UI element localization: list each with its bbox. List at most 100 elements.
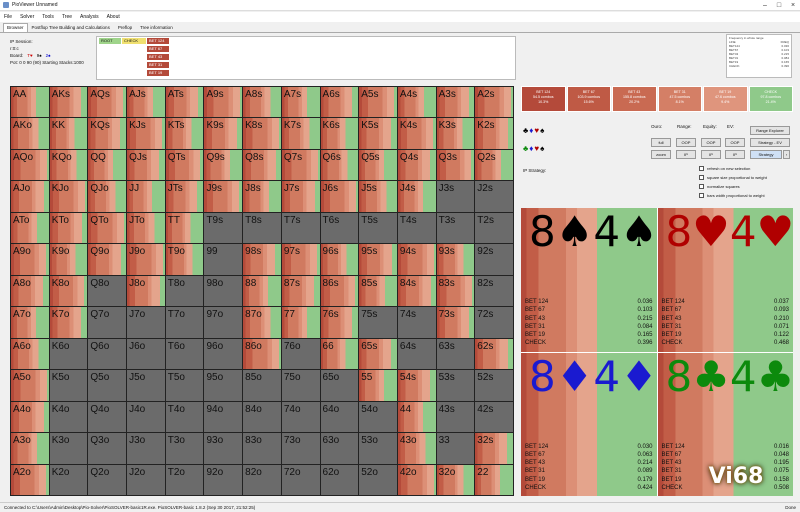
- hand-cell[interactable]: J4s: [397, 181, 436, 212]
- hand-cell[interactable]: T4s: [397, 212, 436, 244]
- combo-card[interactable]: 8♠4♠ BET 124 0.036 BET 67 0.103 BET 43 0.215 BE…: [521, 208, 657, 352]
- full-button[interactable]: full: [651, 138, 671, 147]
- strategy-action-check[interactable]: CHECK 97.8 combos 21.4%: [748, 86, 793, 112]
- hand-cell[interactable]: 99: [204, 244, 243, 275]
- hand-cell[interactable]: K2s: [475, 118, 513, 149]
- hand-cell[interactable]: J3s: [436, 181, 475, 212]
- hand-cell[interactable]: KTs: [165, 118, 204, 149]
- hand-cell[interactable]: J3o: [127, 433, 165, 464]
- hand-cell[interactable]: 64s: [397, 338, 436, 370]
- minimize-icon[interactable]: –: [763, 1, 767, 9]
- hand-cell[interactable]: T2s: [475, 212, 513, 244]
- hand-cell[interactable]: KQs: [88, 118, 127, 149]
- hand-cell[interactable]: QJo: [88, 181, 127, 212]
- hand-cell[interactable]: 74o: [281, 401, 320, 433]
- hand-cell[interactable]: Q9o: [88, 244, 127, 275]
- checkbox-box[interactable]: [699, 184, 704, 189]
- hand-cell[interactable]: 83o: [243, 433, 281, 464]
- hand-cell[interactable]: Q6s: [320, 149, 359, 181]
- hand-cell[interactable]: TT: [165, 212, 204, 244]
- menu-analysis[interactable]: Analysis: [80, 14, 99, 20]
- hand-cell[interactable]: Q8o: [88, 275, 127, 307]
- hand-cell[interactable]: K5o: [49, 370, 88, 401]
- hand-cell[interactable]: 86o: [243, 338, 281, 370]
- equity-oop-button[interactable]: OOP: [701, 138, 721, 147]
- hand-cell[interactable]: 77: [281, 307, 320, 338]
- menu-tree[interactable]: Tree: [61, 14, 73, 20]
- hand-cell[interactable]: 73s: [436, 307, 475, 338]
- hand-cell[interactable]: 82s: [475, 275, 513, 307]
- hand-cell[interactable]: 53s: [436, 370, 475, 401]
- ev-oop-button[interactable]: OOP: [725, 138, 745, 147]
- hand-cell[interactable]: K4o: [49, 401, 88, 433]
- hand-cell[interactable]: A5s: [359, 87, 397, 118]
- menu-tools[interactable]: Tools: [42, 14, 54, 20]
- hand-cell[interactable]: A7o: [11, 307, 49, 338]
- range-ip-button[interactable]: IP: [676, 150, 696, 159]
- hand-cell[interactable]: JJ: [127, 181, 165, 212]
- strategy-action-bet-67[interactable]: BET 67 103.9 combos 15.6%: [566, 86, 611, 112]
- hand-cell[interactable]: 96o: [204, 338, 243, 370]
- hand-cell[interactable]: K4s: [397, 118, 436, 149]
- menu-file[interactable]: File: [4, 14, 13, 20]
- hand-cell[interactable]: 64o: [320, 401, 359, 433]
- hand-cell[interactable]: 72o: [281, 464, 320, 495]
- hand-cell[interactable]: Q3s: [436, 149, 475, 181]
- hand-cell[interactable]: 98o: [204, 275, 243, 307]
- hand-cell[interactable]: Q5s: [359, 149, 397, 181]
- hand-cell[interactable]: 44: [397, 401, 436, 433]
- hand-cell[interactable]: 54s: [397, 370, 436, 401]
- hand-cell[interactable]: ATo: [11, 212, 49, 244]
- hand-cell[interactable]: J4o: [127, 401, 165, 433]
- hand-cell[interactable]: Q9s: [204, 149, 243, 181]
- ev-ip-button[interactable]: IP: [725, 150, 745, 159]
- hand-cell[interactable]: QQ: [88, 149, 127, 181]
- tree-node[interactable]: BET 67: [147, 46, 169, 52]
- hand-cell[interactable]: 53o: [359, 433, 397, 464]
- hand-cell[interactable]: Q4o: [88, 401, 127, 433]
- suit-filter-row[interactable]: ♣♦♥♠: [523, 144, 546, 153]
- hand-cell[interactable]: Q2o: [88, 464, 127, 495]
- hand-cell[interactable]: J7s: [281, 181, 320, 212]
- menu-about[interactable]: About: [106, 14, 120, 20]
- hand-cell[interactable]: K3o: [49, 433, 88, 464]
- hand-cell[interactable]: T5o: [165, 370, 204, 401]
- hand-cell[interactable]: 54o: [359, 401, 397, 433]
- hand-cell[interactable]: 86s: [320, 275, 359, 307]
- hand-cell[interactable]: 83s: [436, 275, 475, 307]
- refresh-checkbox[interactable]: refresh on new selection: [699, 166, 750, 171]
- hand-cell[interactable]: 63o: [320, 433, 359, 464]
- hand-cell[interactable]: KJo: [49, 181, 88, 212]
- hand-cell[interactable]: T9s: [204, 212, 243, 244]
- checkbox-box[interactable]: [699, 193, 704, 198]
- hand-cell[interactable]: T8o: [165, 275, 204, 307]
- hand-cell[interactable]: 43s: [436, 401, 475, 433]
- combo-card[interactable]: 8♦4♦ BET 124 0.030 BET 67 0.063 BET 43 0.214 BE…: [521, 352, 657, 496]
- tab-preflop[interactable]: Preflop: [117, 25, 133, 30]
- hand-cell[interactable]: 85o: [243, 370, 281, 401]
- hand-cell[interactable]: J6s: [320, 181, 359, 212]
- hand-cell[interactable]: 32s: [475, 433, 513, 464]
- tab-tree-information[interactable]: Tree information: [140, 25, 173, 30]
- hand-cell[interactable]: 63s: [436, 338, 475, 370]
- tree-node[interactable]: BET 19: [147, 70, 169, 76]
- hand-cell[interactable]: T7s: [281, 212, 320, 244]
- hand-cell[interactable]: 88: [243, 275, 281, 307]
- hand-cell[interactable]: T8s: [243, 212, 281, 244]
- hand-cell[interactable]: KTo: [49, 212, 88, 244]
- hand-cell[interactable]: 62o: [320, 464, 359, 495]
- hand-cell[interactable]: 94s: [397, 244, 436, 275]
- hand-cell[interactable]: J9o: [127, 244, 165, 275]
- menu-solver[interactable]: Solver: [20, 14, 35, 20]
- strategy-action-bet-19[interactable]: BET 19 47.6 combos 9.4%: [703, 86, 748, 112]
- hand-cell[interactable]: A5o: [11, 370, 49, 401]
- suit-filter-row[interactable]: ♣♦♥♠: [523, 126, 546, 135]
- hand-cell[interactable]: A7s: [281, 87, 320, 118]
- hand-cell[interactable]: AKo: [11, 118, 49, 149]
- hand-cell[interactable]: 87o: [243, 307, 281, 338]
- hand-cell[interactable]: KQo: [49, 149, 88, 181]
- maximize-icon[interactable]: □: [776, 1, 782, 9]
- checkbox-box[interactable]: [699, 175, 704, 180]
- bars-width-checkbox[interactable]: bars width proportional to weight: [699, 193, 765, 198]
- hand-cell[interactable]: Q7o: [88, 307, 127, 338]
